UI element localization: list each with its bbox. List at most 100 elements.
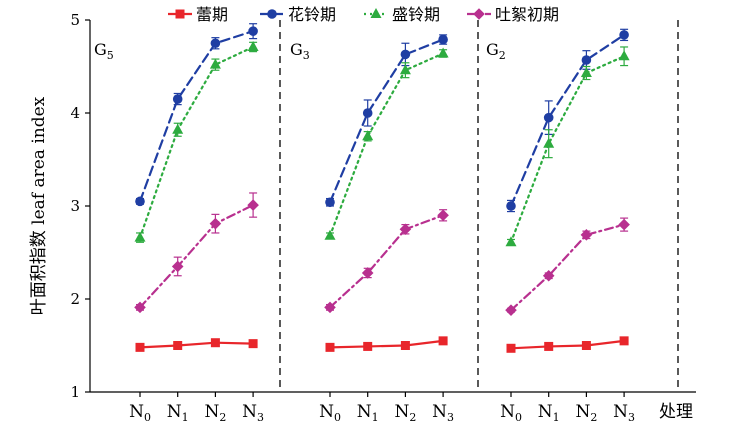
data-point-diamond (324, 301, 336, 314)
panel-label-main: G (486, 40, 499, 59)
panel-label: G2 (486, 40, 506, 62)
data-point-circle (438, 34, 448, 45)
data-point-square (173, 341, 183, 350)
data-point-diamond (171, 260, 184, 273)
series-line (328, 339, 445, 349)
x-tick-label-sub: 2 (590, 411, 597, 424)
data-point-circle (325, 197, 335, 208)
x-tick-label-sub: 1 (553, 411, 560, 424)
series-line (138, 341, 255, 349)
data-point-triangle (324, 229, 336, 240)
data-point-triangle (247, 40, 259, 51)
data-point-circle (172, 94, 183, 104)
panel-label-sub: 5 (107, 49, 114, 62)
data-point-square (438, 336, 448, 346)
x-tick-label: N1 (357, 402, 379, 424)
x-tick-label-main: N (357, 402, 372, 422)
panel-label: G5 (94, 40, 114, 62)
legend-label: 盛铃期 (392, 5, 440, 24)
x-tick-label-main: N (613, 402, 628, 422)
data-point-square (619, 336, 629, 346)
data-point-triangle (618, 50, 630, 61)
x-tick-label-sub: 3 (257, 411, 264, 424)
series-line (509, 223, 626, 312)
x-tick-label-main: N (242, 402, 257, 422)
data-point-circle (619, 30, 629, 40)
data-point-square (175, 9, 185, 19)
legend-label: 蕾期 (196, 5, 228, 24)
x-tick-label-main: N (129, 402, 144, 422)
legend-label: 花铃期 (288, 5, 336, 24)
data-point-diamond (209, 217, 222, 230)
x-tick-label: N3 (613, 402, 635, 424)
panel-label-main: G (94, 40, 107, 59)
data-point-triangle (505, 236, 517, 247)
x-tick-label-main: N (167, 402, 182, 422)
data-point-triangle (172, 123, 184, 134)
data-point-diamond (399, 223, 412, 236)
panel-label: G3 (290, 40, 310, 62)
series-line (328, 214, 445, 309)
data-point-square (135, 342, 145, 352)
x-tick-label: N2 (575, 402, 597, 424)
x-tick-label: N2 (204, 402, 226, 424)
series-diamond (134, 192, 630, 316)
data-point-diamond (505, 304, 517, 316)
data-point-square (581, 341, 591, 350)
x-tick-label: N1 (538, 402, 560, 424)
y-tick-label: 5 (70, 11, 80, 29)
x-tick-label-sub: 2 (409, 411, 416, 424)
x-tick-label-main: N (575, 402, 590, 422)
data-point-square (506, 343, 516, 353)
series-line (138, 203, 255, 309)
x-tick-label: N3 (242, 402, 264, 424)
data-point-circle (210, 38, 221, 49)
data-point-diamond (361, 267, 374, 279)
series-line (509, 33, 626, 208)
data-point-diamond (542, 269, 555, 282)
y-axis-title-en: leaf area index (29, 96, 49, 230)
x-tick-label-sub: 3 (447, 411, 454, 424)
x-tick-label-main: N (319, 402, 334, 422)
data-point-square (210, 338, 220, 348)
data-point-triangle (134, 231, 146, 242)
data-point-triangle (580, 67, 592, 78)
x-tick-label-sub: 3 (628, 411, 635, 424)
x-tick-label: N3 (432, 402, 454, 424)
series-line (328, 52, 445, 237)
x-tick-label: N2 (394, 402, 416, 424)
data-point-circle (248, 26, 258, 36)
x-tick-label: N1 (167, 402, 189, 424)
data-point-triangle (543, 137, 555, 148)
x-tick-label-sub: 2 (219, 411, 226, 424)
data-point-circle (581, 55, 592, 65)
data-point-triangle (362, 130, 374, 141)
x-axis-title: 处理 (659, 402, 693, 422)
x-tick-label: N0 (319, 402, 341, 424)
y-axis-title-cn: 叶面积指数 (29, 230, 49, 315)
y-tick-label: 3 (70, 197, 80, 215)
series-line (328, 38, 445, 204)
x-tick-label-sub: 0 (515, 411, 522, 424)
series-circle (135, 23, 629, 213)
data-point-triangle (370, 8, 382, 18)
x-tick-label-main: N (204, 402, 219, 422)
y-tick-label: 1 (70, 383, 80, 401)
data-point-diamond (247, 199, 259, 211)
x-tick-label: N0 (129, 402, 151, 424)
data-point-square (363, 341, 373, 351)
legend: 蕾期 花铃期 盛铃期 吐絮初期 (168, 5, 559, 24)
x-tick-label-main: N (432, 402, 447, 422)
x-tick-label-sub: 1 (372, 411, 379, 424)
series-line (138, 30, 255, 203)
data-point-circle (135, 196, 145, 207)
y-axis-title: 叶面积指数 leaf area index (29, 96, 49, 315)
data-point-circle (267, 9, 277, 19)
x-tick-label-sub: 1 (182, 411, 189, 424)
series-layer (134, 23, 630, 353)
x-tick-label-main: N (500, 402, 515, 422)
data-point-square (325, 342, 335, 352)
data-point-triangle (437, 47, 449, 58)
